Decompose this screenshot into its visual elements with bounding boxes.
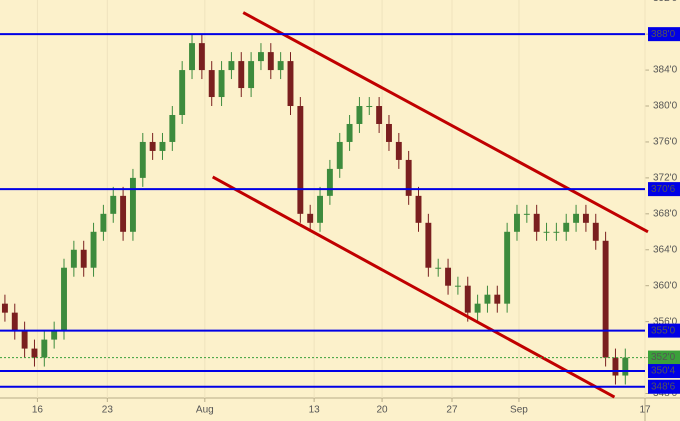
candle-body	[218, 70, 225, 98]
candle-body	[346, 123, 353, 142]
candle-body	[61, 267, 67, 331]
candle-body	[612, 357, 619, 376]
candle-body	[474, 303, 481, 313]
candle-body	[366, 106, 373, 108]
x-tick-label: Sep	[510, 405, 528, 416]
candle-body	[464, 285, 471, 313]
y-tick-label: 392'0	[653, 0, 678, 4]
candle-body	[582, 213, 589, 223]
candle-body	[317, 195, 323, 223]
candle-body	[563, 222, 570, 232]
candle-body	[553, 231, 560, 233]
candle-body	[169, 114, 176, 142]
candle-body	[287, 61, 294, 107]
candle-body	[395, 141, 402, 160]
level-label: 388'0	[651, 29, 676, 40]
candle-body	[386, 123, 392, 142]
level-box	[648, 27, 680, 42]
candle-body	[326, 168, 333, 196]
level-label: 348'6	[651, 381, 676, 392]
candle-body	[356, 106, 363, 124]
level-box	[648, 364, 680, 379]
candle-body	[129, 177, 136, 232]
candle-body	[533, 213, 540, 232]
y-tick-label: 376'0	[653, 137, 678, 148]
candle-body	[523, 213, 530, 215]
candle-body	[336, 141, 343, 169]
level-box	[648, 182, 680, 197]
candle-body	[120, 195, 127, 232]
x-tick-label: 17	[639, 405, 651, 416]
candle-body	[297, 106, 304, 214]
x-tick-label: Aug	[196, 405, 214, 416]
candle-body	[189, 43, 195, 71]
candle-body	[622, 357, 629, 376]
x-tick-label: 20	[377, 405, 389, 416]
candle-body	[415, 195, 422, 223]
candle-body	[70, 249, 77, 268]
candle-body	[208, 70, 215, 98]
level-label: 350'4	[651, 366, 676, 377]
candle-body	[435, 267, 442, 269]
y-tick-label: 372'0	[653, 173, 678, 184]
candle-body	[41, 339, 48, 358]
candle-body	[159, 141, 166, 151]
level-label: 370'6	[651, 184, 676, 195]
candle-body	[267, 52, 274, 71]
candle-body	[228, 61, 235, 71]
candle-body	[179, 70, 186, 115]
trend-line	[242, 11, 649, 234]
candle-body	[139, 141, 146, 178]
x-tick-label: 27	[446, 405, 458, 416]
x-tick-label: 16	[32, 405, 44, 416]
trend-line	[211, 175, 616, 399]
candle-body	[454, 285, 461, 287]
y-tick-label: 360'0	[653, 280, 678, 291]
level-box	[648, 379, 680, 394]
x-tick-label: 23	[102, 405, 114, 416]
candle-body	[405, 159, 412, 196]
candle-body	[198, 43, 205, 71]
candle-body	[80, 249, 87, 268]
candle-body	[543, 231, 550, 233]
candle-body	[573, 213, 580, 223]
candle-body	[445, 267, 452, 286]
candle-body	[592, 222, 599, 241]
candle-body	[21, 330, 28, 349]
last-price-label: 352'0	[651, 352, 676, 363]
y-tick-label: 368'0	[653, 208, 678, 219]
candle-body	[11, 312, 18, 331]
candle-body	[504, 231, 511, 304]
y-tick-label: 384'0	[653, 65, 678, 76]
candle-body	[376, 106, 383, 124]
candle-body	[149, 141, 156, 151]
level-label: 355'0	[651, 325, 676, 336]
level-box	[648, 323, 680, 338]
candle-body	[31, 348, 38, 358]
candle-body	[307, 213, 314, 223]
candle-body	[1, 303, 8, 313]
y-tick-label: 380'0	[653, 101, 678, 112]
x-tick-label: 13	[309, 405, 321, 416]
candle-body	[90, 231, 97, 268]
candle-body	[425, 222, 432, 268]
candle-body	[258, 52, 264, 62]
last-price-box	[648, 350, 680, 365]
candle-body	[514, 213, 520, 232]
candle-body	[484, 294, 491, 304]
candle-body	[51, 330, 58, 340]
candle-body	[494, 294, 501, 304]
candle-body	[110, 195, 117, 214]
y-tick-label: 364'0	[653, 244, 678, 255]
candle-body	[238, 61, 245, 89]
y-tick-label: 356'0	[653, 316, 678, 327]
candle-body	[248, 61, 255, 89]
candle-body	[100, 213, 107, 232]
candle-body	[602, 240, 609, 358]
candle-body	[277, 61, 284, 71]
